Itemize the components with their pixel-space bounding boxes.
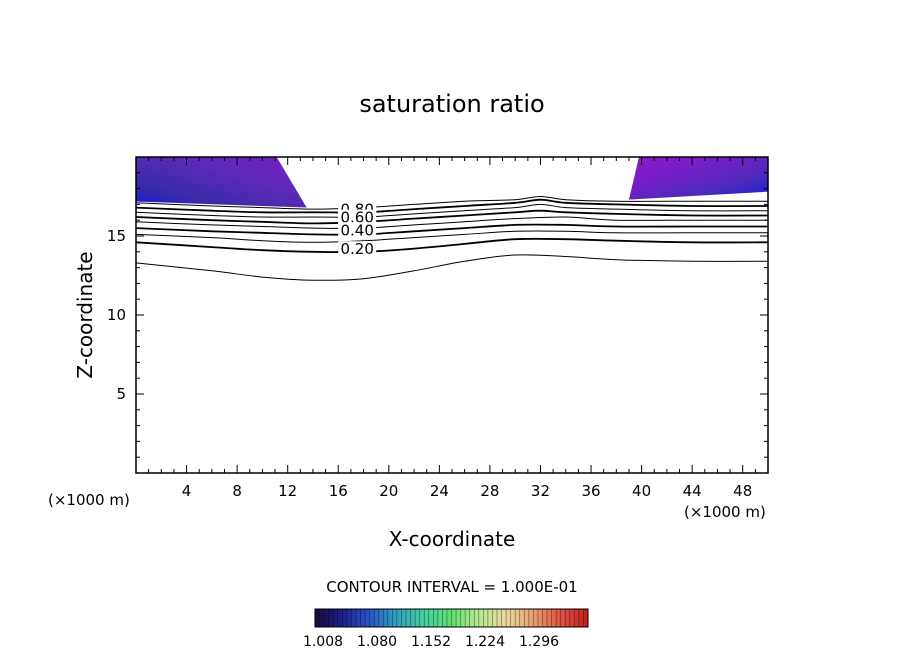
x-tick-label: 20	[379, 482, 398, 500]
contour-line-0.6	[136, 209, 768, 225]
x-tick-label: 8	[232, 482, 242, 500]
contour-label: 0.60	[340, 209, 373, 227]
contour-line-0.8	[136, 198, 768, 214]
x-tick-label: 16	[329, 482, 348, 500]
colorbar-tick-label: 1.224	[465, 634, 505, 650]
shaded-region-right	[628, 157, 768, 200]
x-tick-label: 40	[632, 482, 651, 500]
y-axis-label: Z-coordinate	[73, 251, 97, 378]
shaded-regions	[136, 157, 768, 208]
contour-line-0.2	[136, 237, 768, 253]
x-tick-label: 24	[430, 482, 449, 500]
y-tick-label: 10	[107, 306, 126, 324]
x-axis-label: X-coordinate	[389, 527, 516, 551]
colorbar-tick-label: 1.296	[519, 634, 559, 650]
contour-line-0.9	[136, 195, 768, 210]
y-tick-label: 5	[116, 385, 126, 403]
x-tick-label: 48	[733, 482, 752, 500]
x-tick-label: 36	[581, 482, 600, 500]
contour-label-bg	[338, 209, 377, 224]
contour-lines	[136, 195, 768, 281]
x-tick-label: 4	[182, 482, 192, 500]
contour-labels: 0.800.600.400.20	[338, 201, 377, 258]
contour-line-0.5	[136, 216, 768, 229]
x-tick-label: 44	[683, 482, 702, 500]
contour-line-0.4	[136, 223, 768, 236]
x-tick-label: 12	[278, 482, 297, 500]
x-tick-label: 28	[480, 482, 499, 500]
y-axis-ticks: 5 10 15	[107, 172, 768, 458]
contour-label-bg	[338, 241, 377, 256]
colorbar: 1.008 1.080 1.152 1.224 1.296	[303, 608, 589, 650]
x-unit-right: (×1000 m)	[684, 503, 766, 521]
contour-line-0.3	[136, 230, 768, 243]
contour-label: 0.20	[340, 240, 373, 258]
contour-label-bg	[338, 222, 377, 237]
colorbar-tick-label: 1.152	[411, 634, 451, 650]
x-tick-label: 32	[531, 482, 550, 500]
y-tick-label: 15	[107, 227, 126, 245]
colorbar-frame	[314, 608, 589, 628]
colorbar-tick-label: 1.008	[303, 634, 343, 650]
contour-line-0.7	[136, 203, 768, 218]
contour-label: 0.40	[340, 221, 373, 239]
x-axis-ticks: 4 8 12 16 20 24 28 32 36 40 44 48	[148, 157, 756, 500]
chart-title: saturation ratio	[359, 90, 544, 118]
x-unit-left: (×1000 m)	[48, 491, 130, 509]
contour-interval-label: CONTOUR INTERVAL = 1.000E-01	[326, 578, 577, 596]
contour-line-0.1	[136, 254, 768, 281]
colorbar-tick-label: 1.080	[357, 634, 397, 650]
shaded-region-left	[136, 157, 307, 208]
